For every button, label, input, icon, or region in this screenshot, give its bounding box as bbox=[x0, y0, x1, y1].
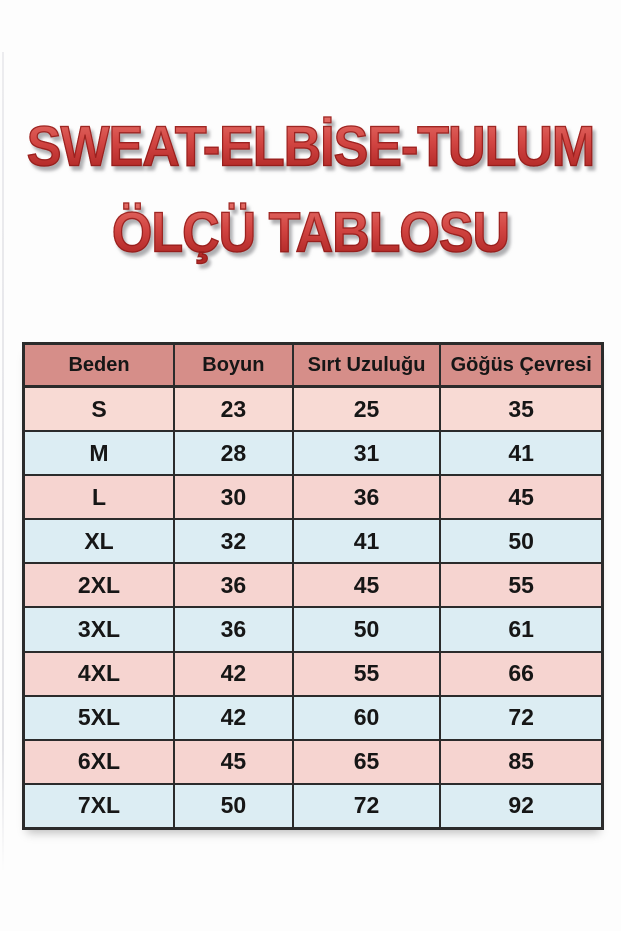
value-cell: 72 bbox=[291, 782, 442, 830]
page-edge-line bbox=[2, 52, 4, 872]
table-header-row: Beden Boyun Sırt Uzuluğu Göğüs Çevresi bbox=[22, 342, 604, 388]
size-cell: S bbox=[22, 385, 176, 433]
table-row-3xl: 3XL 36 50 61 bbox=[22, 606, 604, 653]
value-cell: 55 bbox=[291, 650, 442, 697]
size-chart-title: SWEAT-ELBİSE-TULUM ÖLÇÜ TABLOSU bbox=[0, 104, 621, 276]
title-line-1: SWEAT-ELBİSE-TULUM bbox=[0, 101, 621, 194]
size-cell: L bbox=[22, 474, 176, 521]
value-cell: 50 bbox=[173, 782, 294, 830]
size-table: Beden Boyun Sırt Uzuluğu Göğüs Çevresi S 23 2… bbox=[22, 342, 604, 830]
value-cell: 60 bbox=[291, 694, 442, 741]
value-cell: 28 bbox=[173, 430, 294, 477]
value-cell: 36 bbox=[291, 474, 442, 521]
value-cell: 41 bbox=[291, 518, 442, 565]
size-cell: 2XL bbox=[22, 562, 176, 609]
value-cell: 42 bbox=[173, 650, 294, 697]
value-cell: 31 bbox=[291, 430, 442, 477]
table-row-5xl: 5XL 42 60 72 bbox=[22, 694, 604, 741]
value-cell: 92 bbox=[439, 782, 604, 830]
value-cell: 41 bbox=[439, 430, 604, 477]
table-row-l: L 30 36 45 bbox=[22, 474, 604, 521]
value-cell: 25 bbox=[291, 385, 442, 433]
size-cell: 4XL bbox=[22, 650, 176, 697]
value-cell: 35 bbox=[439, 385, 604, 433]
value-cell: 45 bbox=[291, 562, 442, 609]
header-cell-3: Göğüs Çevresi bbox=[439, 342, 604, 388]
table-row-xl: XL 32 41 50 bbox=[22, 518, 604, 565]
header-cell-2: Sırt Uzuluğu bbox=[291, 342, 442, 388]
title-line-2: ÖLÇÜ TABLOSU bbox=[0, 187, 621, 280]
size-cell: 5XL bbox=[22, 694, 176, 741]
table-row-6xl: 6XL 45 65 85 bbox=[22, 738, 604, 785]
value-cell: 42 bbox=[173, 694, 294, 741]
value-cell: 45 bbox=[173, 738, 294, 785]
table-head: Beden Boyun Sırt Uzuluğu Göğüs Çevresi bbox=[22, 342, 604, 388]
size-cell: XL bbox=[22, 518, 176, 565]
value-cell: 72 bbox=[439, 694, 604, 741]
value-cell: 36 bbox=[173, 606, 294, 653]
size-cell: M bbox=[22, 430, 176, 477]
header-cell-1: Boyun bbox=[173, 342, 294, 388]
value-cell: 32 bbox=[173, 518, 294, 565]
value-cell: 61 bbox=[439, 606, 604, 653]
size-table-container: Beden Boyun Sırt Uzuluğu Göğüs Çevresi S 23 2… bbox=[22, 342, 604, 830]
size-cell: 6XL bbox=[22, 738, 176, 785]
value-cell: 30 bbox=[173, 474, 294, 521]
value-cell: 45 bbox=[439, 474, 604, 521]
table-row-m: M 28 31 41 bbox=[22, 430, 604, 477]
table-body: S 23 25 35 M 28 31 41 L 30 36 45 XL 32 41 50 2XL 36 45 55 3X… bbox=[22, 385, 604, 830]
value-cell: 65 bbox=[291, 738, 442, 785]
table-row-7xl: 7XL 50 72 92 bbox=[22, 782, 604, 830]
table-row-2xl: 2XL 36 45 55 bbox=[22, 562, 604, 609]
value-cell: 50 bbox=[439, 518, 604, 565]
table-row-s: S 23 25 35 bbox=[22, 385, 604, 433]
table-row-4xl: 4XL 42 55 66 bbox=[22, 650, 604, 697]
value-cell: 36 bbox=[173, 562, 294, 609]
value-cell: 66 bbox=[439, 650, 604, 697]
size-cell: 7XL bbox=[22, 782, 176, 830]
value-cell: 85 bbox=[439, 738, 604, 785]
value-cell: 50 bbox=[291, 606, 442, 653]
value-cell: 55 bbox=[439, 562, 604, 609]
value-cell: 23 bbox=[173, 385, 294, 433]
size-cell: 3XL bbox=[22, 606, 176, 653]
header-cell-0: Beden bbox=[22, 342, 176, 388]
